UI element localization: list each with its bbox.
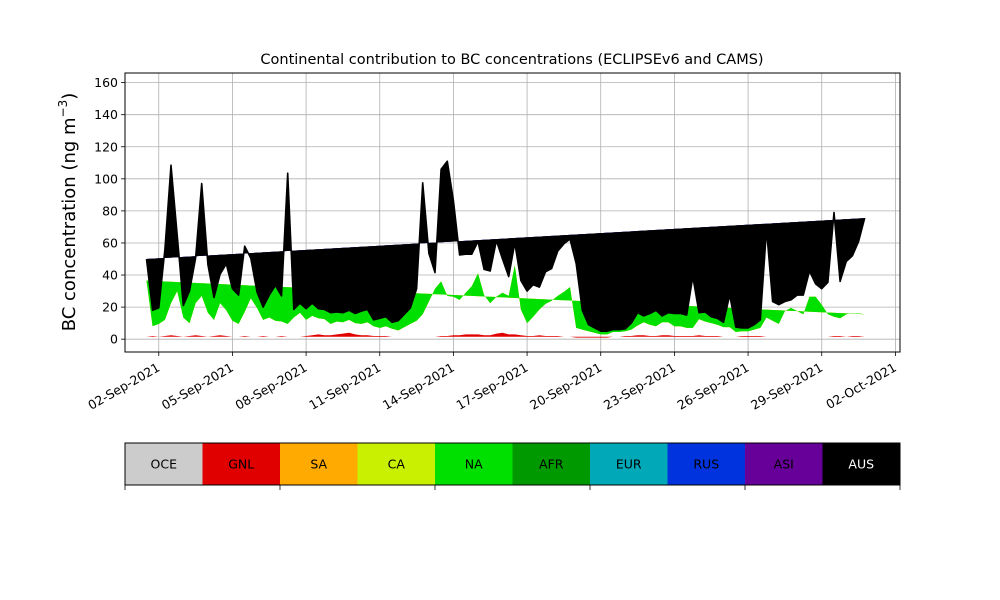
- legend-swatch-rus: [667, 443, 746, 485]
- legend-label-na: NA: [465, 457, 483, 472]
- legend-label-afr: AFR: [539, 457, 564, 472]
- legend-swatch-aus: [822, 443, 901, 485]
- y-tick-label: 80: [102, 203, 118, 218]
- y-tick-label: 100: [94, 171, 118, 186]
- y-tick-label: 40: [102, 268, 118, 283]
- legend-label-ca: CA: [388, 457, 406, 472]
- legend-label-eur: EUR: [616, 457, 642, 472]
- chart-title: Continental contribution to BC concentra…: [260, 52, 763, 68]
- legend-label-aus: AUS: [848, 457, 874, 472]
- legend-swatch-na: [435, 443, 513, 485]
- legend-label-rus: RUS: [693, 457, 719, 472]
- y-axis-ticks: 0 20 40 60 80 100 120 140 160: [94, 75, 125, 347]
- y-tick-label: 0: [110, 332, 118, 347]
- legend-label-asi: ASI: [774, 457, 794, 472]
- total-concentration-line: [145, 160, 866, 332]
- y-tick-label: 60: [102, 235, 118, 250]
- legend-colorbar: OCE GNL SA CA NA AFR EUR RUS ASI AUS: [124, 442, 901, 490]
- area-series-gnl: [146, 332, 865, 338]
- legend-swatch-sa: [280, 443, 358, 485]
- area-series-na: [146, 265, 865, 335]
- total-line: [145, 160, 866, 332]
- legend-swatch-asi: [745, 443, 823, 485]
- y-axis-label: BC concentration (ng m−3): [56, 93, 80, 332]
- legend-label-oce: OCE: [151, 457, 178, 472]
- area-series-aus: [146, 161, 865, 332]
- plot-frame: [124, 72, 901, 353]
- y-tick-label: 20: [102, 300, 118, 315]
- legend-swatch-oce: [125, 443, 203, 485]
- y-tick-label: 140: [94, 107, 118, 122]
- legend-swatch-ca: [357, 443, 436, 485]
- y-axis-label-main: BC concentration (ng m: [59, 117, 80, 331]
- legend-swatch-gnl: [202, 443, 281, 485]
- y-axis-label-close: ): [59, 93, 80, 100]
- legend-swatch-eur: [590, 443, 668, 485]
- stacked-areas: [146, 161, 865, 338]
- legend-frame: [124, 442, 901, 486]
- y-tick-label: 160: [94, 75, 118, 90]
- legend-label-sa: SA: [310, 457, 327, 472]
- legend-label-gnl: GNL: [228, 457, 254, 472]
- y-tick-label: 120: [94, 139, 118, 154]
- y-axis-label-superscript: −3: [56, 100, 70, 118]
- legend-swatch-afr: [512, 443, 591, 485]
